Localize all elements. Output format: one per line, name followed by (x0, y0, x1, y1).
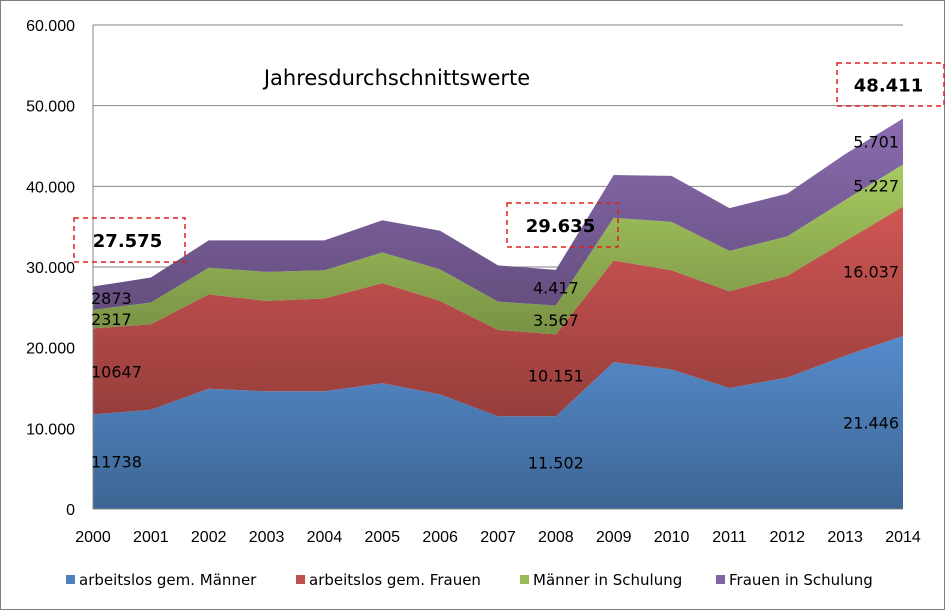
legend-label: Männer in Schulung (533, 571, 682, 589)
x-tick-label: 2011 (712, 529, 747, 546)
x-tick-label: 2006 (422, 529, 458, 546)
x-tick-label: 2013 (827, 529, 863, 546)
data-labels: 11738 10647 2317 2873 11.502 10.151 3.567 4.417… (91, 132, 899, 472)
data-label: 2317 (91, 310, 132, 329)
x-tick-label: 2001 (133, 529, 169, 546)
x-tick-label: 2012 (769, 529, 805, 546)
data-label: 4.417 (533, 279, 579, 298)
area-3 (93, 164, 903, 335)
data-label: 5.227 (853, 177, 899, 196)
data-label: 2873 (91, 289, 132, 308)
area-2 (93, 206, 903, 417)
x-tick-label: 2002 (191, 529, 227, 546)
area-1 (93, 336, 903, 509)
legend-label: Frauen in Schulung (729, 571, 873, 589)
data-label: 10647 (91, 362, 142, 381)
legend-swatch (520, 575, 529, 584)
y-tick-label: 20.000 (26, 341, 75, 358)
x-tick-label: 2005 (364, 529, 400, 546)
legend-swatch (716, 575, 725, 584)
x-tick-label: 2008 (538, 529, 574, 546)
data-label: 11738 (91, 453, 142, 472)
y-tick-labels: 0 10.000 20.000 30.000 40.000 50.000 60.000 (26, 18, 75, 519)
callout-box (506, 202, 619, 248)
legend-swatch (66, 575, 75, 584)
y-tick-label: 40.000 (26, 179, 75, 196)
data-label: 16.037 (843, 262, 899, 281)
callout-total: 27.575 (93, 231, 162, 252)
chart-title: Jahresdurchschnittswerte (262, 66, 530, 90)
data-label: 3.567 (533, 311, 579, 330)
y-tick-label: 60.000 (26, 18, 75, 35)
x-tick-label: 2000 (75, 529, 111, 546)
callout-total: 48.411 (854, 76, 923, 97)
y-tick-label: 10.000 (26, 421, 75, 438)
data-label: 10.151 (528, 366, 584, 385)
plot-areas (93, 118, 903, 509)
axes (92, 25, 903, 510)
y-tick-label: 0 (66, 502, 75, 519)
x-tick-label: 2007 (480, 529, 516, 546)
area-4 (93, 118, 903, 310)
legend: arbeitslos gem. Männer arbeitslos gem. Fr… (66, 571, 873, 589)
x-tick-label: 2010 (654, 529, 690, 546)
legend-swatch (296, 575, 305, 584)
data-label: 11.502 (528, 454, 584, 473)
callout-box (73, 217, 186, 263)
data-label: 21.446 (843, 414, 899, 433)
data-label: 5.701 (853, 132, 899, 151)
x-tick-label: 2004 (307, 529, 343, 546)
legend-label: arbeitslos gem. Frauen (309, 571, 481, 589)
x-tick-labels: 2000 2001 2002 2003 2004 2005 2006 2007 2008 2009… (75, 529, 921, 546)
y-tick-label: 30.000 (26, 260, 75, 277)
legend-label: arbeitslos gem. Männer (79, 571, 257, 589)
x-tick-label: 2003 (249, 529, 285, 546)
callout-box (836, 62, 945, 107)
x-tick-label: 2009 (596, 529, 632, 546)
total-callouts: 27.575 29.635 48.411 (73, 62, 945, 263)
x-tick-label: 2014 (885, 529, 921, 546)
y-tick-label: 50.000 (26, 99, 75, 116)
callout-total: 29.635 (526, 216, 595, 237)
